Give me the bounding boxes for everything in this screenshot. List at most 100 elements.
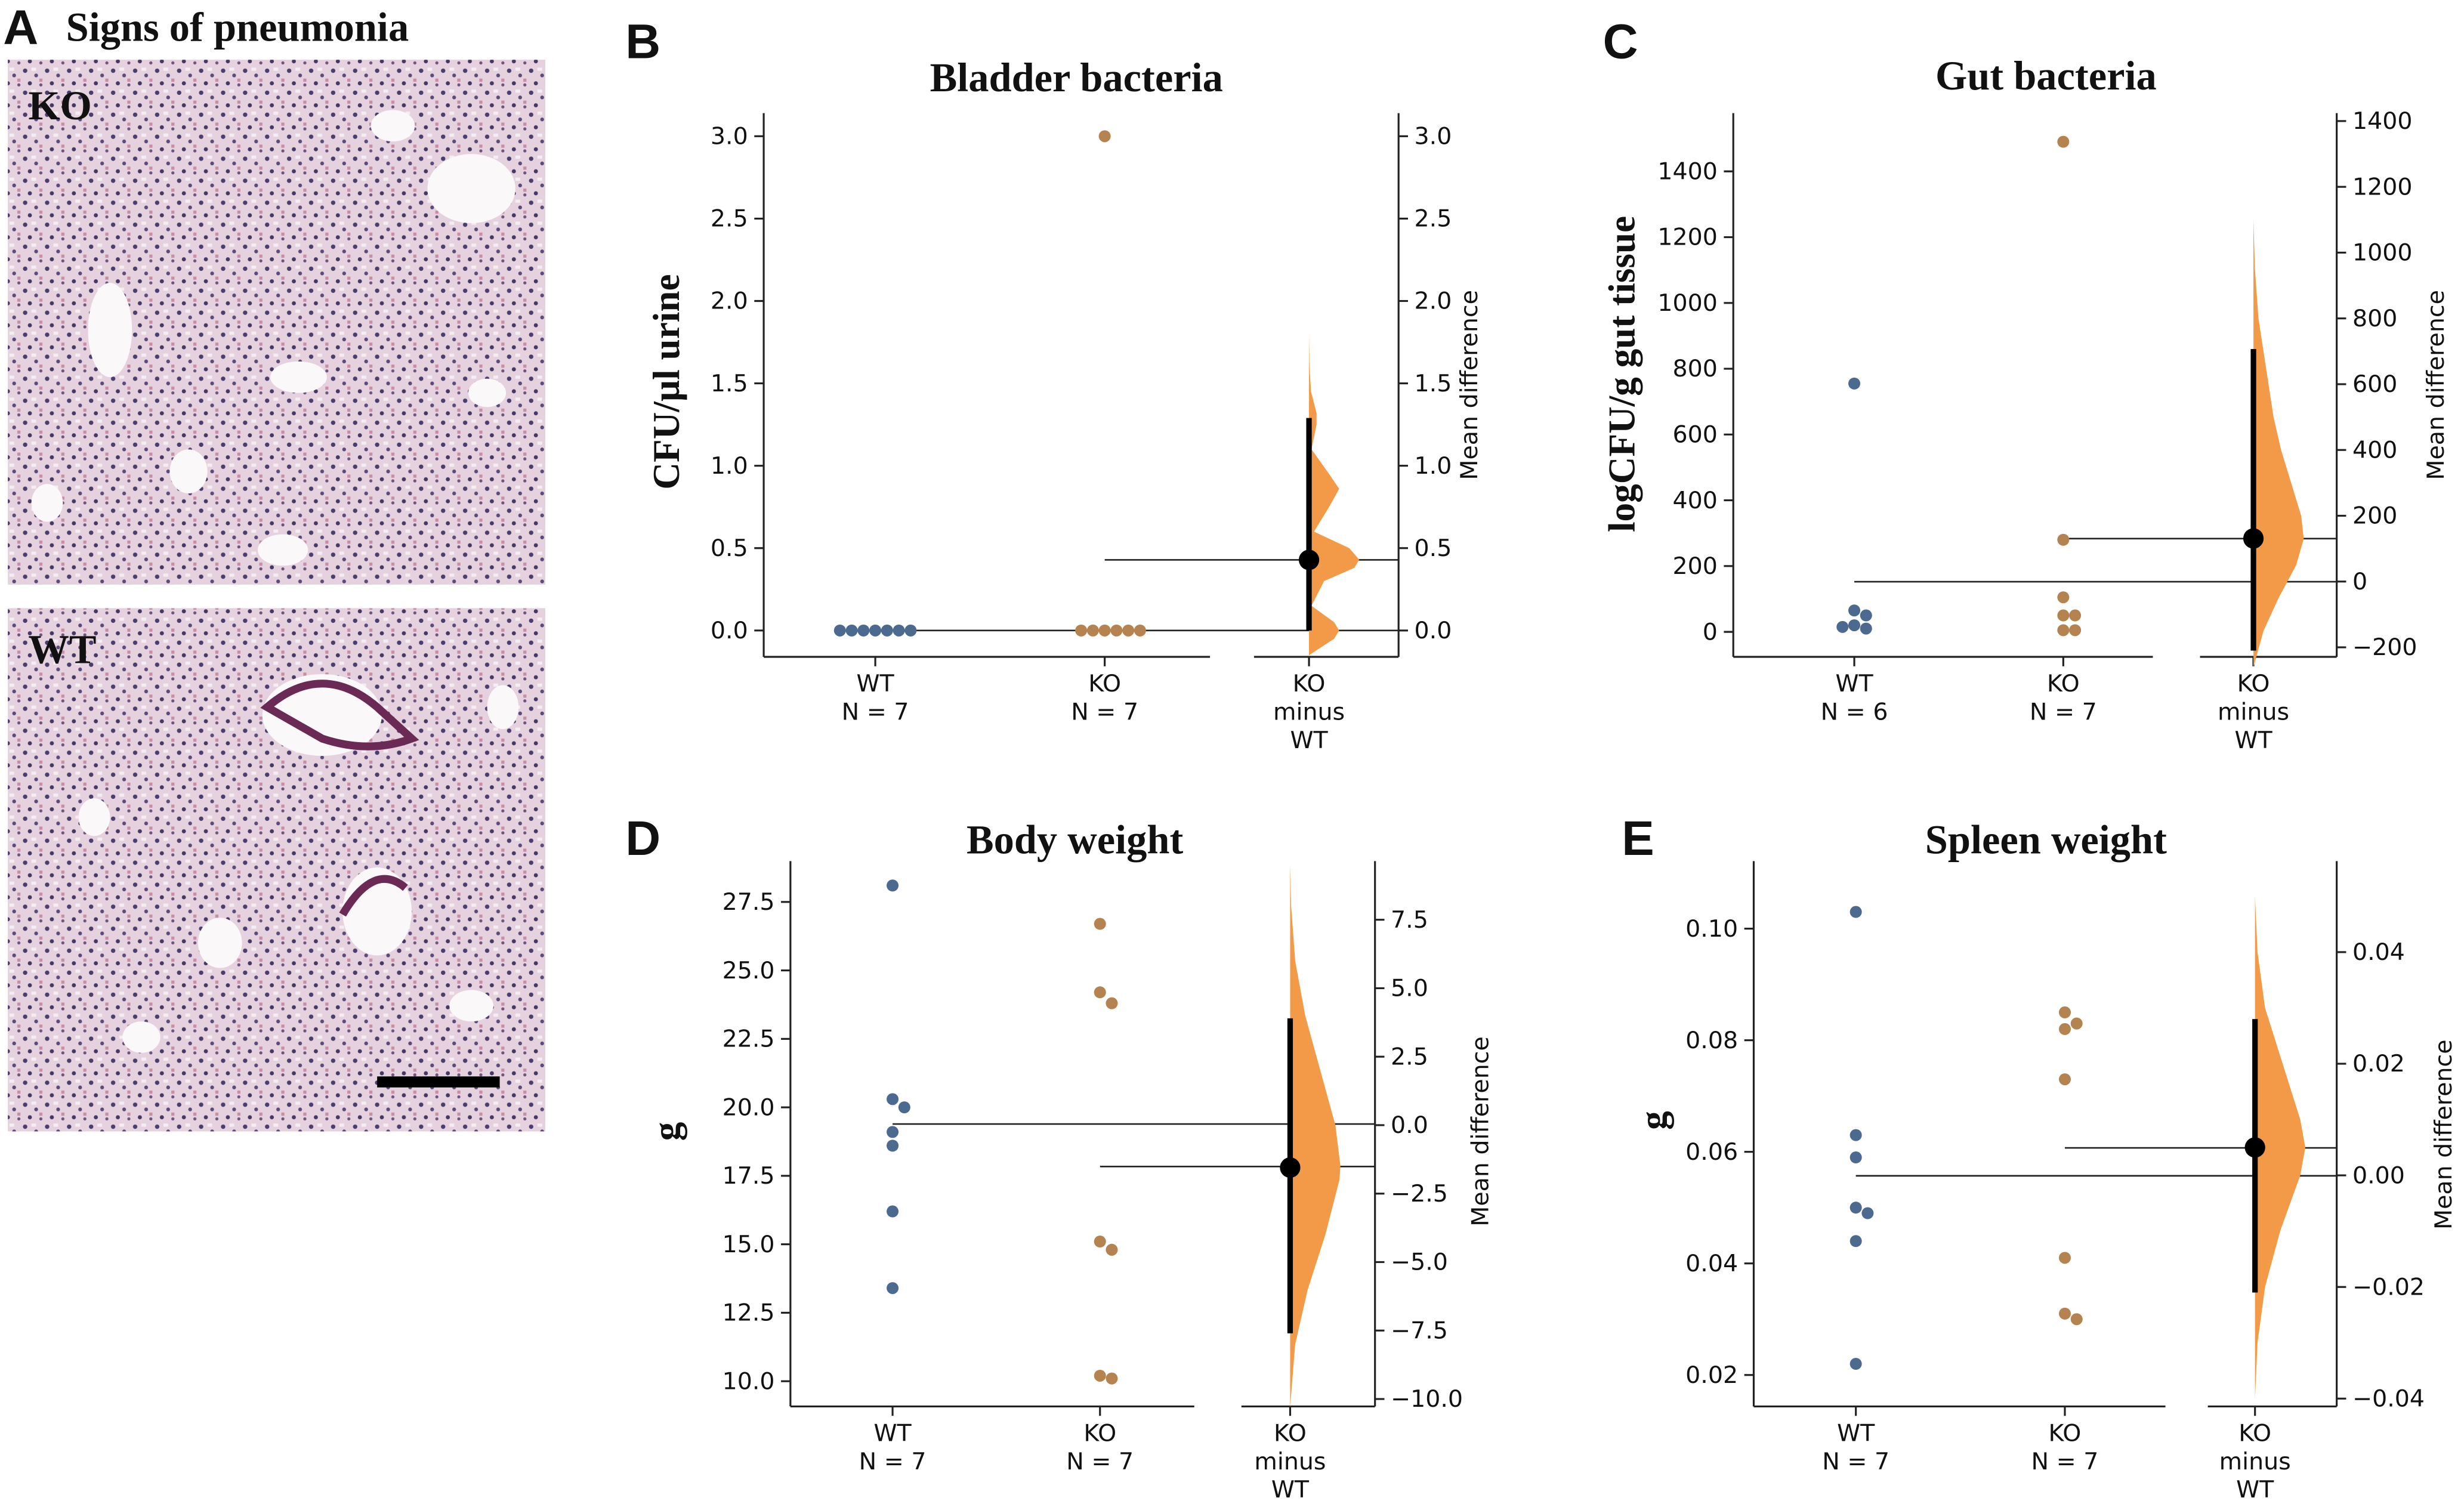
y-axis-label: g [1632, 1111, 1674, 1130]
bootstrap-distribution [1309, 333, 1360, 656]
y2-tick-label: 1200 [2352, 173, 2413, 200]
panel-letter: D [625, 811, 660, 866]
data-point [1848, 619, 1861, 632]
y-tick-label: 400 [1672, 487, 1717, 514]
y-tick-label: 1.0 [711, 452, 748, 480]
data-point [1094, 918, 1106, 930]
y-tick-label: 20.0 [722, 1094, 775, 1121]
panel-letter: E [1622, 811, 1654, 866]
y2-tick-label: 400 [2352, 436, 2397, 464]
y2-tick-label: 800 [2352, 305, 2397, 332]
data-point [1836, 620, 1849, 633]
chart-panel: D Body weight g Mean difference 10.0 12.5 15.0… [625, 811, 1494, 1503]
y-tick-label: 15.0 [722, 1231, 775, 1258]
y-tick-label: 2.0 [711, 288, 748, 315]
y2-tick-label: 0.0 [1391, 1111, 1428, 1139]
y2-tick-label: 1.0 [1415, 452, 1452, 480]
x-tick-label: WT N = 6 [1821, 670, 1888, 725]
data-point [2057, 591, 2070, 604]
y-tick-label: 1.5 [711, 370, 748, 397]
y2-tick-label: 0.5 [1415, 535, 1452, 562]
y-tick-label: 0.5 [711, 535, 748, 562]
data-point [2058, 1073, 2071, 1086]
data-point [881, 624, 893, 637]
data-point [887, 1126, 899, 1138]
data-point [887, 879, 899, 892]
data-point [2057, 624, 2070, 637]
image-label: WT [28, 627, 96, 672]
data-point [1106, 1243, 1118, 1256]
y2-tick-label: −7.5 [1391, 1317, 1448, 1344]
data-point [1098, 624, 1111, 637]
x-tick-label: WT N = 7 [1822, 1419, 1889, 1475]
y2-tick-label: −10.0 [1391, 1385, 1463, 1413]
data-point [2057, 609, 2070, 622]
y-tick-label: 1000 [1657, 289, 1718, 317]
data-point [1086, 624, 1099, 637]
effect-size [2243, 528, 2264, 549]
data-point [1106, 997, 1118, 1009]
data-point [1849, 1151, 1862, 1164]
data-point [2069, 624, 2082, 637]
chart-panel: E Spleen weight g Mean difference 0.02 0.04 0.… [1622, 811, 2457, 1503]
y2-tick-label: 0 [2352, 568, 2367, 595]
y-tick-label: 12.5 [722, 1299, 775, 1327]
x-tick-label: KO N = 7 [2031, 1419, 2099, 1475]
y-tick-label: 2.5 [711, 205, 748, 233]
data-point [2058, 1307, 2071, 1320]
y2-tick-label: 0.00 [2352, 1162, 2405, 1189]
chart-title: Gut bacteria [1935, 53, 2157, 98]
x-tick-label: KO minus WT [1254, 1419, 1326, 1503]
bronchiole [260, 680, 419, 751]
y-tick-label: 800 [1672, 355, 1717, 382]
x-tick-label: WT N = 7 [859, 1419, 927, 1475]
y-axis-label: g [646, 1122, 687, 1141]
data-point [2057, 135, 2070, 148]
y2-tick-label: −0.02 [2352, 1273, 2425, 1301]
data-point [2070, 1313, 2083, 1326]
data-point [1094, 1369, 1106, 1382]
y-tick-label: 0.06 [1685, 1138, 1738, 1166]
data-point [1122, 624, 1135, 637]
y2-tick-label: 0.04 [2352, 938, 2405, 966]
image-label: KO [28, 83, 92, 128]
y-tick-label: 0 [1703, 618, 1718, 646]
chart-title: Bladder bacteria [930, 55, 1223, 100]
micrograph [8, 608, 545, 1132]
y-tick-label: 3.0 [711, 123, 748, 150]
data-point [887, 1205, 899, 1218]
x-tick-label: KO minus WT [1273, 670, 1345, 754]
data-point [1075, 624, 1088, 637]
effect-size [1280, 1157, 1301, 1178]
data-point [1849, 906, 1862, 918]
panel-letter: C [1603, 14, 1638, 69]
x-tick-label: KO N = 7 [2030, 670, 2097, 725]
panel-a: A Signs of pneumonia KO WT [3, 1, 545, 1132]
data-point [1848, 377, 1861, 390]
y-axis-label: logCFU/g gut tissue [1601, 216, 1642, 532]
bootstrap-distribution [2253, 220, 2304, 668]
y2-tick-label: 3.0 [1415, 123, 1452, 150]
panel-letter: B [625, 14, 660, 69]
data-point [893, 624, 905, 637]
data-point [1849, 1202, 1862, 1214]
y2-tick-label: 2.5 [1415, 205, 1452, 233]
y2-axis-label: Mean difference [2422, 290, 2450, 480]
y2-tick-label: 1.5 [1415, 370, 1452, 397]
data-point [845, 624, 858, 637]
data-point [887, 1093, 899, 1105]
data-point [2058, 1023, 2071, 1035]
y2-tick-label: 0.0 [1415, 617, 1452, 644]
y2-tick-label: −2.5 [1391, 1180, 1448, 1208]
panel-letter: A [3, 1, 38, 55]
y2-tick-label: 600 [2352, 370, 2397, 398]
data-point [1860, 609, 1872, 622]
x-tick-label: WT N = 7 [842, 670, 909, 725]
chart-title: Body weight [967, 817, 1184, 862]
bronchiole [339, 875, 408, 917]
data-point [2058, 1006, 2071, 1018]
y-tick-label: 0.02 [1685, 1361, 1738, 1389]
chart-panel: B Bladder bacteria CFU/µl urine Mean differ… [625, 14, 1483, 753]
data-point [887, 1282, 899, 1295]
